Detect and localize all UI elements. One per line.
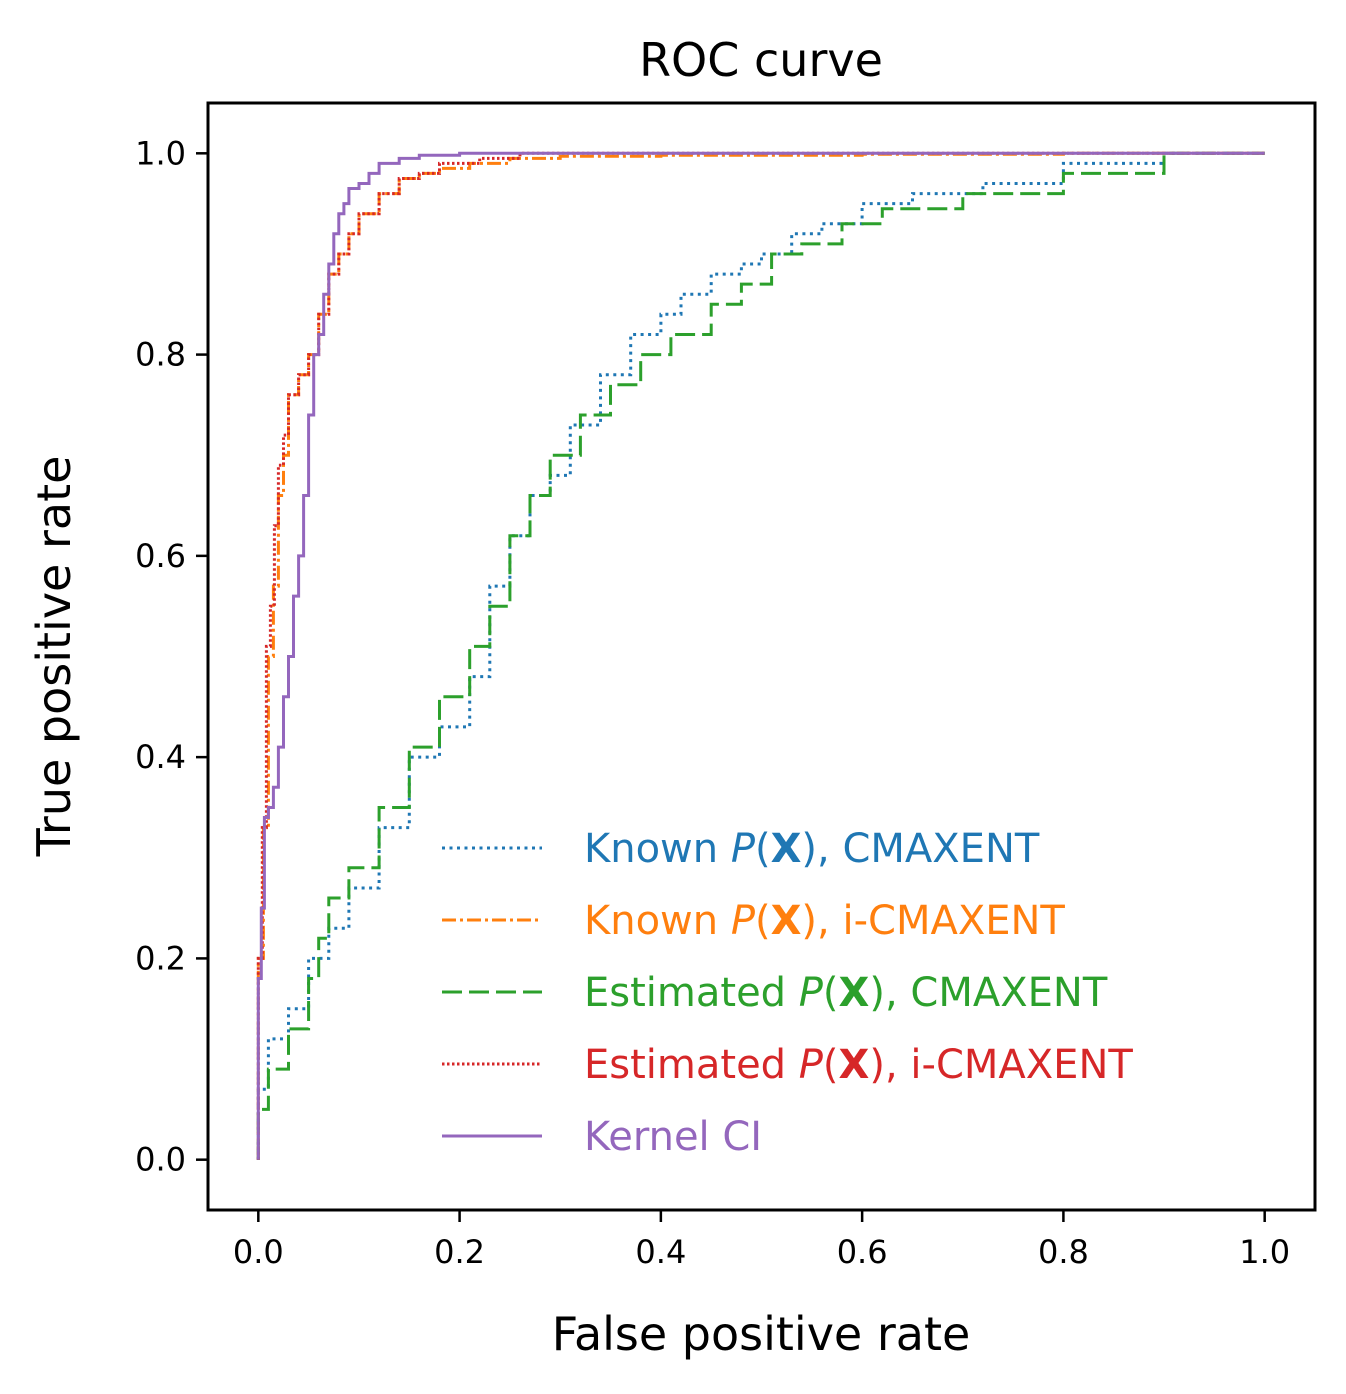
- series-line-3: [256, 151, 1265, 1160]
- x-tick-label: 0.2: [434, 1233, 485, 1271]
- series-line-2: [256, 151, 1265, 1160]
- axes-frame: [206, 101, 1317, 1212]
- x-tick-label: 1.0: [1239, 1233, 1290, 1271]
- legend: Known P(X), CMAXENT Known P(X), i-CMAXENT…: [442, 826, 1133, 1160]
- x-tick-label: 0.6: [837, 1233, 888, 1271]
- y-tick-label: 0.8: [135, 336, 186, 374]
- legend-label: Known P(X), i-CMAXENT: [584, 898, 1065, 944]
- series-line-1: [256, 151, 1265, 1160]
- legend-label: Kernel CI: [584, 1114, 762, 1160]
- legend-label: Known P(X), CMAXENT: [584, 826, 1040, 872]
- y-tick-label: 0.6: [135, 537, 186, 575]
- legend-label: Estimated P(X), i-CMAXENT: [584, 1042, 1133, 1088]
- y-tick-label: 0.4: [135, 738, 186, 776]
- y-axis-label: True positive rate: [27, 456, 81, 858]
- x-tick-label: 0.4: [635, 1233, 686, 1271]
- y-tick-label: 0.2: [135, 939, 186, 977]
- series-line-5: [256, 151, 1265, 1160]
- y-tick-label: 0.0: [135, 1141, 186, 1179]
- chart-title: ROC curve: [639, 33, 883, 87]
- x-axis-label: False positive rate: [552, 1307, 971, 1361]
- y-tick-label: 1.0: [135, 134, 186, 172]
- legend-label: Estimated P(X), CMAXENT: [584, 970, 1108, 1016]
- axis-ticks: 0.0 0.2 0.4 0.6 0.8 1.0 0.0 0.2 0.4 0.6 0.8 1.0: [135, 134, 1290, 1271]
- x-tick-label: 0.0: [233, 1233, 284, 1271]
- x-tick-label: 0.8: [1038, 1233, 1089, 1271]
- plot-area: [256, 151, 1265, 1160]
